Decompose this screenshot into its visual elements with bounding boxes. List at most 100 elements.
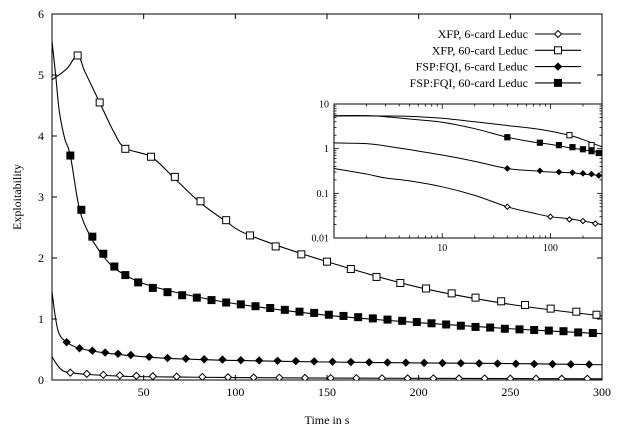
inset-data-point bbox=[566, 132, 573, 139]
data-point bbox=[346, 357, 356, 367]
data-point bbox=[422, 284, 430, 293]
inset-data-point bbox=[566, 216, 573, 223]
data-point bbox=[251, 302, 260, 311]
data-point bbox=[309, 357, 319, 366]
inset-series-fsp-fqi-60-card-leduc bbox=[334, 115, 602, 157]
data-point bbox=[126, 350, 136, 360]
data-point bbox=[254, 356, 264, 365]
data-point bbox=[134, 278, 143, 287]
legend-label: XFP, 60-card Leduc bbox=[432, 43, 528, 57]
data-point bbox=[249, 373, 258, 380]
x-tick-label: 200 bbox=[410, 385, 428, 399]
data-point bbox=[419, 358, 429, 368]
data-point bbox=[506, 374, 515, 380]
x-tick-label: 250 bbox=[501, 385, 519, 399]
series-xfp-60-card-leduc bbox=[52, 51, 602, 319]
data-point bbox=[115, 371, 125, 380]
y-tick-label: 0 bbox=[38, 373, 44, 387]
data-point bbox=[73, 51, 82, 60]
data-point bbox=[192, 293, 201, 302]
data-point bbox=[339, 311, 348, 320]
data-point bbox=[222, 298, 231, 307]
data-point bbox=[218, 355, 227, 364]
series-fsp-fqi-60-card-leduc bbox=[52, 41, 602, 338]
x-tick-label: 50 bbox=[138, 385, 150, 399]
data-point bbox=[178, 291, 187, 300]
data-point bbox=[377, 374, 387, 380]
data-point bbox=[454, 374, 464, 380]
data-point bbox=[62, 337, 71, 347]
data-point bbox=[88, 346, 97, 355]
data-point bbox=[471, 293, 480, 302]
data-point bbox=[521, 300, 529, 309]
data-point bbox=[474, 359, 484, 368]
inset-series-xfp-6-card-leduc bbox=[334, 167, 602, 227]
inset-data-point bbox=[536, 139, 543, 146]
data-point bbox=[121, 144, 130, 153]
y-tick-label: 2 bbox=[38, 251, 44, 265]
inset-data-point bbox=[504, 165, 511, 172]
data-point bbox=[438, 358, 447, 368]
data-point bbox=[266, 304, 275, 313]
data-point bbox=[456, 321, 465, 330]
data-point bbox=[199, 355, 209, 364]
data-point bbox=[148, 283, 157, 292]
data-point bbox=[323, 257, 331, 266]
series-line bbox=[52, 291, 602, 366]
legend-label: FSP:FQI, 60-card Leduc bbox=[410, 76, 528, 90]
inset-data-point bbox=[555, 168, 563, 176]
data-point bbox=[584, 360, 594, 369]
y-tick-label: 6 bbox=[38, 7, 44, 21]
inset-y-tick-label: 10 bbox=[319, 100, 329, 111]
data-point bbox=[297, 250, 306, 259]
legend-marker bbox=[554, 78, 562, 87]
legend-marker bbox=[554, 46, 562, 55]
inset-y-tick-label: 0.01 bbox=[312, 234, 330, 245]
inset-frame bbox=[333, 103, 603, 239]
data-point bbox=[295, 307, 304, 316]
data-point bbox=[328, 357, 337, 366]
data-point bbox=[324, 310, 333, 319]
data-point bbox=[383, 358, 392, 367]
data-point bbox=[300, 373, 310, 380]
data-point bbox=[163, 353, 172, 363]
main-series-group bbox=[52, 41, 602, 380]
inset-x-tick-label: 10 bbox=[437, 243, 447, 254]
inset-data-point bbox=[588, 142, 595, 149]
data-point bbox=[456, 359, 466, 368]
data-point bbox=[529, 359, 539, 369]
inset-data-point bbox=[579, 217, 587, 225]
data-point bbox=[352, 373, 361, 380]
data-point bbox=[100, 348, 110, 357]
inset-data-point bbox=[588, 148, 595, 155]
data-point bbox=[236, 355, 246, 365]
data-point bbox=[163, 288, 172, 297]
main-plot: 50 100 150 200 250 300 0 1 2 3 4 5 6 Time in s Exploit… bbox=[10, 7, 611, 427]
y-tick-label: 1 bbox=[38, 312, 44, 326]
legend-label: XFP, 6-card Leduc bbox=[438, 27, 528, 41]
inset-data-point bbox=[591, 220, 599, 227]
data-point bbox=[207, 296, 216, 305]
data-point bbox=[354, 313, 363, 322]
data-point bbox=[196, 197, 205, 206]
data-point bbox=[574, 328, 583, 337]
x-tick-label: 300 bbox=[593, 385, 611, 399]
legend: XFP, 6-card Leduc XFP, 60-card Leduc FSP:F… bbox=[410, 27, 581, 90]
data-point bbox=[273, 356, 282, 365]
data-point bbox=[429, 374, 438, 380]
inset-data-point bbox=[588, 170, 595, 178]
data-point bbox=[511, 359, 521, 368]
data-point bbox=[471, 322, 480, 331]
legend-label: FSP:FQI, 6-card Leduc bbox=[416, 60, 528, 74]
data-point bbox=[403, 374, 412, 380]
data-point bbox=[442, 320, 451, 329]
data-point bbox=[530, 325, 539, 334]
data-point bbox=[493, 359, 502, 368]
data-point bbox=[396, 279, 405, 288]
data-point bbox=[77, 205, 86, 214]
data-point bbox=[531, 374, 541, 380]
legend-marker bbox=[553, 29, 563, 39]
data-point bbox=[544, 326, 553, 335]
inset-data-point bbox=[547, 213, 554, 220]
